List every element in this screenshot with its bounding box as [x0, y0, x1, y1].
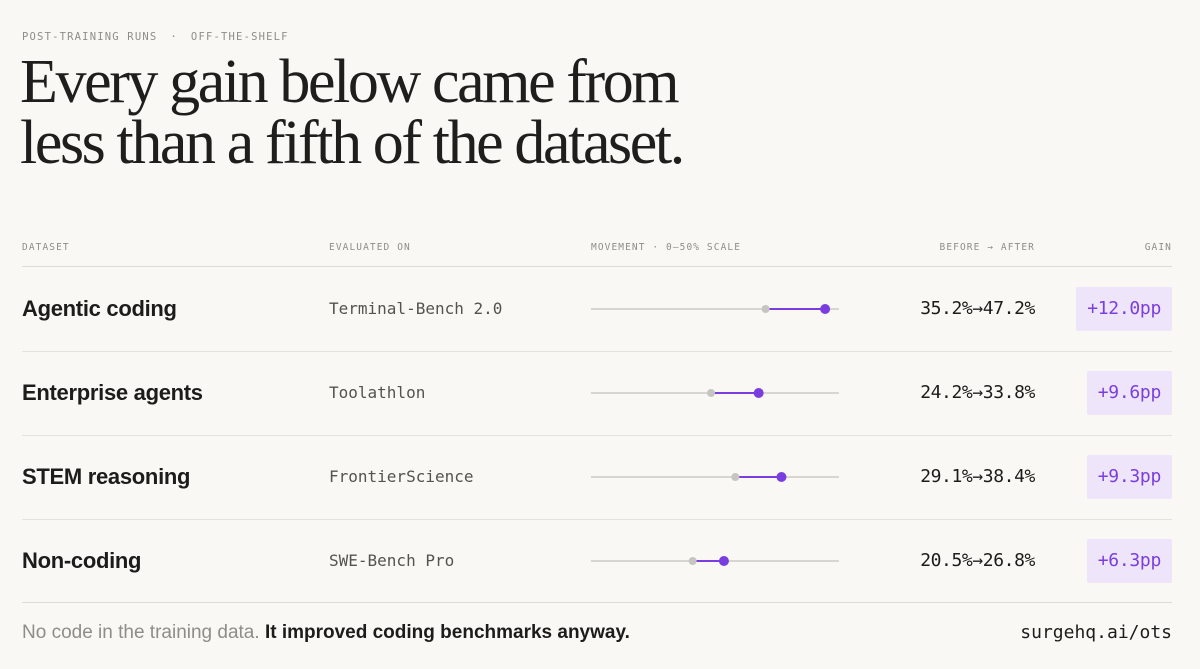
benchmark-name: Terminal-Bench 2.0 [329, 299, 503, 318]
footer-note-bold: It improved coding benchmarks anyway. [264, 622, 630, 643]
before-point [731, 473, 740, 481]
gain-badge: +12.0pp [1076, 287, 1172, 331]
column-header-evaluated-on: EVALUATED ON [329, 242, 411, 253]
before-after-value: 24.2%→33.8% [920, 382, 1035, 403]
header-divider [22, 266, 1172, 267]
movement-track [591, 388, 839, 398]
before-after-value: 20.5%→26.8% [920, 550, 1035, 571]
after-point [718, 556, 729, 566]
row-divider [22, 351, 1172, 352]
before-point [688, 557, 697, 565]
table-row: Enterprise agents Toolathlon 24.2%→33.8% +9… [0, 351, 1200, 435]
eyebrow: POST-TRAINING RUNS · OFF-THE-SHELF [22, 31, 289, 43]
table-row: Non-coding SWE-Bench Pro 20.5%→26.8% +6.3pp [0, 519, 1200, 603]
row-divider [22, 435, 1172, 436]
eyebrow-right: OFF-THE-SHELF [190, 31, 289, 43]
after-point [820, 304, 831, 314]
gain-badge: +9.6pp [1086, 371, 1172, 415]
footer-link[interactable]: surgehq.ai/ots [1020, 622, 1172, 643]
footer-note: No code in the training data. It improve… [22, 622, 630, 644]
dataset-name: Agentic coding [22, 296, 177, 321]
before-after-value: 35.2%→47.2% [920, 298, 1035, 319]
movement-track [591, 556, 839, 566]
footer-divider [22, 602, 1172, 603]
gain-badge: +9.3pp [1086, 455, 1172, 499]
table-row: STEM reasoning FrontierScience 29.1%→38.4%… [0, 435, 1200, 519]
column-header-movement: MOVEMENT · 0–50% SCALE [591, 242, 742, 253]
row-divider [22, 519, 1172, 520]
eyebrow-left: POST-TRAINING RUNS [22, 31, 158, 43]
before-after-value: 29.1%→38.4% [920, 466, 1035, 487]
dataset-name: Enterprise agents [22, 380, 203, 405]
column-header-before-after: BEFORE → AFTER [939, 242, 1035, 253]
headline-line-2: less than a fifth of the dataset. [20, 109, 685, 177]
benchmark-name: Toolathlon [329, 383, 426, 402]
after-point [753, 388, 764, 398]
gain-badge: +6.3pp [1086, 539, 1172, 583]
column-header-gain: GAIN [1144, 242, 1172, 253]
benchmark-name: FrontierScience [329, 467, 474, 486]
headline: Every gain below came from less than a f… [20, 48, 920, 177]
benchmark-name: SWE-Bench Pro [329, 551, 455, 570]
footer-note-plain: No code in the training data. [22, 622, 265, 643]
column-header-dataset: DATASET [22, 242, 70, 253]
dataset-name: Non-coding [22, 548, 142, 573]
eyebrow-separator: · [170, 31, 178, 43]
table-row: Agentic coding Terminal-Bench 2.0 35.2%→47… [0, 267, 1200, 351]
movement-track [591, 304, 839, 314]
before-point [761, 305, 770, 313]
before-point [707, 389, 716, 397]
movement-track [591, 472, 839, 482]
headline-line-1: Every gain below came from [20, 48, 680, 116]
after-point [776, 472, 787, 482]
dataset-name: STEM reasoning [22, 464, 191, 489]
